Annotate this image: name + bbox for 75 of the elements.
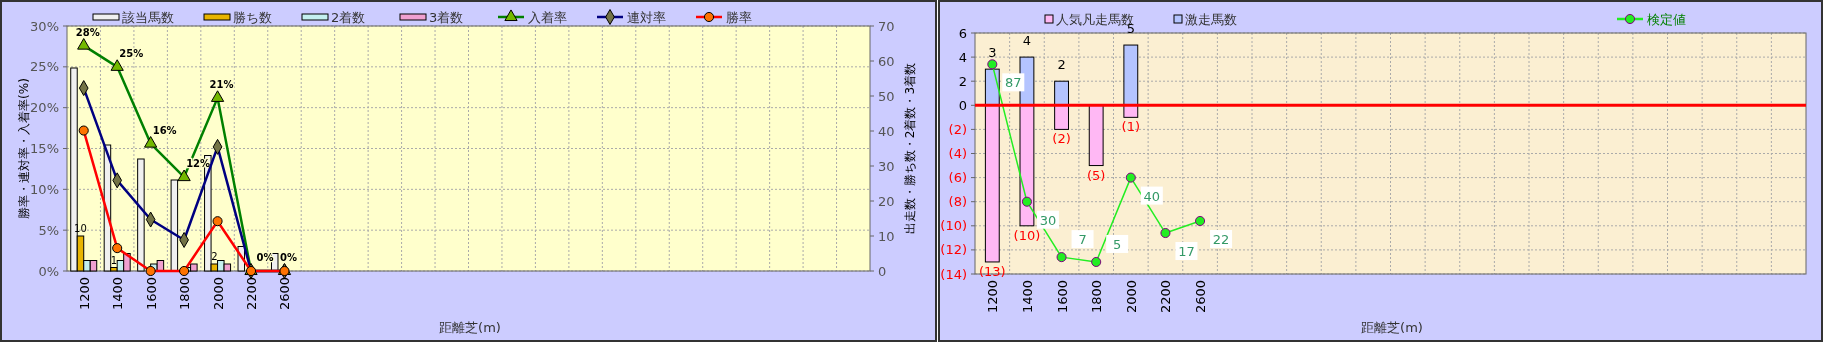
y2-tick-label: 70 bbox=[878, 18, 895, 34]
x-axis-title: 距離芝(m) bbox=[1361, 320, 1423, 335]
legend-label: 激走馬数 bbox=[1185, 12, 1237, 27]
data-label: 4 bbox=[1022, 33, 1032, 49]
data-label: 3 bbox=[988, 45, 997, 61]
y2-tick-label: 10 bbox=[878, 228, 895, 244]
x-tick-label: 1200 bbox=[985, 280, 1001, 314]
data-label: 2 bbox=[1057, 57, 1066, 73]
y-axis-title: 勝率・連対率・入着率(%) bbox=[17, 78, 31, 219]
data-label: 21% bbox=[209, 78, 234, 90]
data-label: 1 bbox=[110, 254, 118, 266]
data-label: 2 bbox=[211, 251, 218, 262]
data-label: (2) bbox=[1052, 131, 1071, 147]
data-label: 0% bbox=[279, 252, 297, 263]
x-tick-label: 1600 bbox=[143, 277, 159, 311]
x-axis-title: 距離芝(m) bbox=[439, 320, 501, 335]
legend-label: 入着率 bbox=[528, 10, 567, 25]
y-tick-label: 0% bbox=[38, 263, 59, 279]
x-tick-label: 1400 bbox=[1019, 280, 1035, 314]
y-tick-label: 15% bbox=[30, 141, 59, 156]
y-tick-label: (10) bbox=[940, 218, 967, 234]
data-label: (1) bbox=[1121, 119, 1141, 135]
data-label: 30 bbox=[1039, 212, 1057, 228]
y-tick-label: (4) bbox=[948, 146, 967, 161]
y2-tick-label: 40 bbox=[878, 123, 895, 139]
x-tick-label: 1200 bbox=[76, 277, 92, 311]
y2-axis-title: 出走数・勝ち数・2着数・3着数 bbox=[903, 62, 917, 235]
y2-tick-label: 30 bbox=[878, 158, 895, 174]
x-tick-label: 2600 bbox=[277, 277, 293, 311]
data-label: 87 bbox=[1005, 75, 1022, 91]
y-tick-label: 2 bbox=[958, 73, 967, 89]
data-label: (10) bbox=[1013, 227, 1041, 243]
y-tick-label: 6 bbox=[958, 25, 967, 41]
x-tick-label: 1600 bbox=[1054, 280, 1070, 314]
x-tick-label: 2200 bbox=[244, 277, 260, 311]
data-label: 17 bbox=[1178, 244, 1195, 260]
y2-tick-label: 60 bbox=[878, 53, 895, 69]
data-label: 25% bbox=[119, 47, 144, 59]
x-tick-label: 2600 bbox=[1193, 280, 1209, 314]
y-tick-label: (12) bbox=[940, 242, 967, 258]
data-label: 40 bbox=[1143, 188, 1161, 204]
y-tick-label: (2) bbox=[948, 121, 967, 137]
y-tick-label: (6) bbox=[948, 170, 967, 186]
data-label: 5 bbox=[1113, 236, 1122, 252]
x-tick-label: 2200 bbox=[1158, 280, 1174, 314]
y2-tick-label: 20 bbox=[878, 193, 895, 209]
legend-label: 2着数 bbox=[331, 10, 366, 25]
data-label: (13) bbox=[978, 263, 1006, 279]
x-tick-label: 1800 bbox=[177, 277, 193, 311]
data-label: 22 bbox=[1212, 231, 1230, 247]
x-tick-label: 2000 bbox=[1123, 280, 1139, 314]
y-tick-label: 4 bbox=[958, 49, 967, 65]
y2-tick-label: 0 bbox=[878, 263, 887, 279]
y-tick-label: 20% bbox=[30, 100, 59, 116]
y-tick-label: 5% bbox=[38, 222, 59, 238]
x-tick-label: 2000 bbox=[210, 277, 226, 311]
legend-label: 勝ち数 bbox=[233, 10, 272, 25]
y-tick-label: 25% bbox=[30, 59, 59, 75]
y2-tick-label: 50 bbox=[878, 88, 895, 104]
legend-label: 該当馬数 bbox=[122, 10, 174, 25]
y-tick-label: 30% bbox=[30, 18, 59, 34]
x-tick-label: 1400 bbox=[110, 277, 126, 311]
legend-label: 3着数 bbox=[429, 10, 464, 25]
data-label: 7 bbox=[1078, 232, 1087, 248]
data-label: 28% bbox=[75, 26, 100, 38]
y-tick-label: 10% bbox=[30, 181, 59, 197]
data-label: (5) bbox=[1086, 167, 1106, 183]
legend-label: 勝率 bbox=[726, 10, 752, 25]
y-tick-label: (8) bbox=[948, 194, 967, 210]
y-tick-label: (14) bbox=[940, 266, 967, 282]
legend-label: 連対率 bbox=[627, 10, 666, 25]
data-label: 16% bbox=[152, 124, 177, 136]
legend-label: 検定値 bbox=[1647, 12, 1686, 27]
x-tick-label: 1800 bbox=[1089, 280, 1105, 314]
y-tick-label: 0 bbox=[958, 97, 967, 113]
